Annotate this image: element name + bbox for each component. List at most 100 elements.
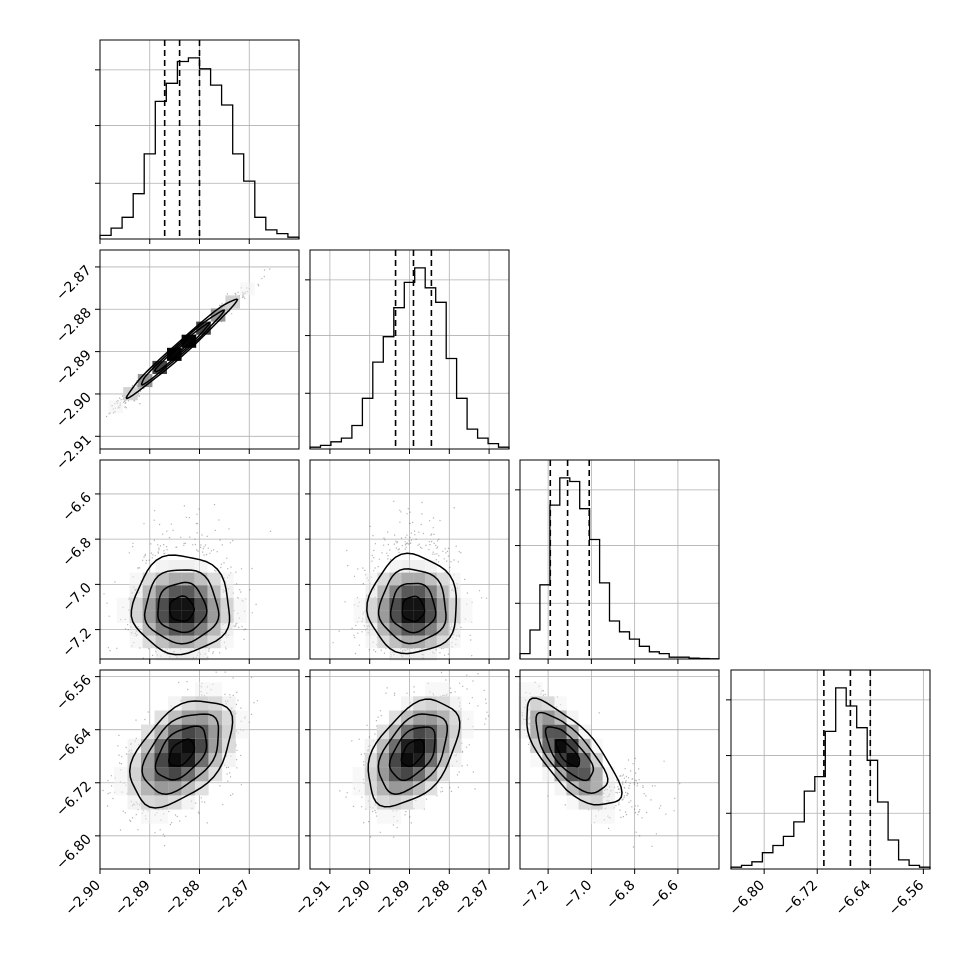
contour-1 — [154, 321, 211, 373]
density-cell — [530, 752, 543, 768]
x-tick-label: −6.56 — [886, 877, 928, 919]
density-cell — [181, 696, 196, 711]
density-cell — [413, 648, 425, 661]
density-cell — [364, 795, 377, 810]
density-cell — [388, 710, 401, 725]
density-cell — [448, 597, 461, 611]
density-cell — [377, 623, 390, 636]
density-cell — [566, 795, 579, 810]
contour-1 — [157, 581, 208, 634]
x-tick-label: −2.89 — [112, 877, 154, 919]
y-tick-label: −2.88 — [53, 305, 95, 347]
contour-0 — [166, 334, 197, 361]
density-cell — [364, 738, 377, 753]
density-cell — [448, 610, 461, 623]
density-cell — [365, 572, 378, 586]
density-cell — [235, 724, 250, 739]
density-cell — [208, 752, 223, 768]
y-tick-label: −6.80 — [53, 831, 95, 873]
density-cell — [461, 724, 474, 739]
density-cell — [168, 781, 182, 796]
density-cell — [181, 585, 195, 598]
density-cell — [389, 635, 402, 649]
y-tick-label: −2.91 — [53, 432, 95, 474]
x-tick-label: −6.80 — [727, 877, 769, 919]
x-tick-label: −6.8 — [603, 877, 638, 912]
density-cell — [388, 781, 401, 796]
density-cell — [208, 724, 223, 739]
density-cell — [181, 767, 196, 782]
y-tick-label: −2.90 — [53, 389, 95, 431]
density-cell — [181, 781, 196, 796]
x-tick-label: −2.89 — [372, 877, 414, 919]
density-cell — [425, 696, 438, 711]
density-cell — [425, 572, 437, 586]
density-cell — [389, 610, 402, 623]
density-cell — [168, 585, 182, 598]
density-cell — [207, 623, 221, 636]
density-cell — [413, 560, 425, 573]
density-cell — [460, 610, 473, 623]
x-tick-label: −7.0 — [560, 877, 595, 912]
density-cell — [401, 795, 414, 810]
pair-panel-2-1 — [309, 459, 510, 661]
contour-0 — [400, 738, 425, 768]
density-cell — [436, 635, 449, 649]
density-cell — [590, 809, 603, 824]
contour-3 — [526, 697, 623, 806]
density-cell — [566, 724, 579, 739]
contour-2 — [140, 309, 226, 386]
density-cell — [413, 585, 425, 598]
density-cell — [154, 809, 168, 824]
density-cell — [566, 710, 579, 725]
density-cell — [376, 795, 389, 810]
density-cell — [578, 752, 591, 768]
density-cell — [401, 623, 414, 636]
contour-2 — [377, 713, 449, 795]
density-cell — [113, 781, 128, 796]
density-cell — [413, 738, 426, 753]
density-cell — [181, 610, 195, 623]
contour-0 — [168, 595, 195, 622]
density-cell — [436, 610, 449, 623]
density-cell — [181, 795, 196, 810]
contour-3 — [366, 552, 457, 655]
contour-2 — [141, 713, 220, 795]
density-cell — [376, 724, 389, 739]
contour-3 — [125, 298, 239, 400]
density-cell — [590, 795, 603, 810]
density-cell — [448, 572, 461, 586]
density-cell — [376, 781, 389, 796]
diag-frame-3 — [730, 669, 931, 870]
x-tick-label: −6.6 — [647, 877, 682, 912]
density-cell — [116, 610, 130, 623]
x-tick-label: −6.72 — [780, 877, 822, 919]
density-cell — [401, 648, 414, 661]
density-cell — [449, 752, 462, 768]
density-cell — [401, 635, 414, 649]
pair-panel-2-0 — [99, 459, 300, 661]
density-cell — [141, 795, 155, 810]
density-cell — [181, 635, 195, 649]
density-cell — [168, 623, 182, 636]
x-tick-label: −2.90 — [332, 877, 374, 919]
density-cell — [155, 635, 169, 649]
density-cell — [437, 738, 450, 753]
contour-3 — [367, 698, 461, 808]
density-cell — [425, 648, 437, 661]
density-cell — [194, 560, 208, 573]
density-cell — [413, 623, 425, 636]
density-cell — [195, 738, 209, 753]
density-cell — [436, 572, 449, 586]
density-cell — [195, 696, 209, 711]
density-cell — [436, 623, 449, 636]
contour-2 — [535, 711, 609, 795]
density-cell — [437, 682, 450, 697]
density-cell — [425, 710, 438, 725]
density-cell — [364, 767, 377, 782]
density-cell — [220, 635, 234, 649]
density-cell — [425, 560, 437, 573]
density-cell — [168, 560, 182, 573]
density-cell — [437, 752, 450, 768]
density-cell — [376, 767, 389, 782]
